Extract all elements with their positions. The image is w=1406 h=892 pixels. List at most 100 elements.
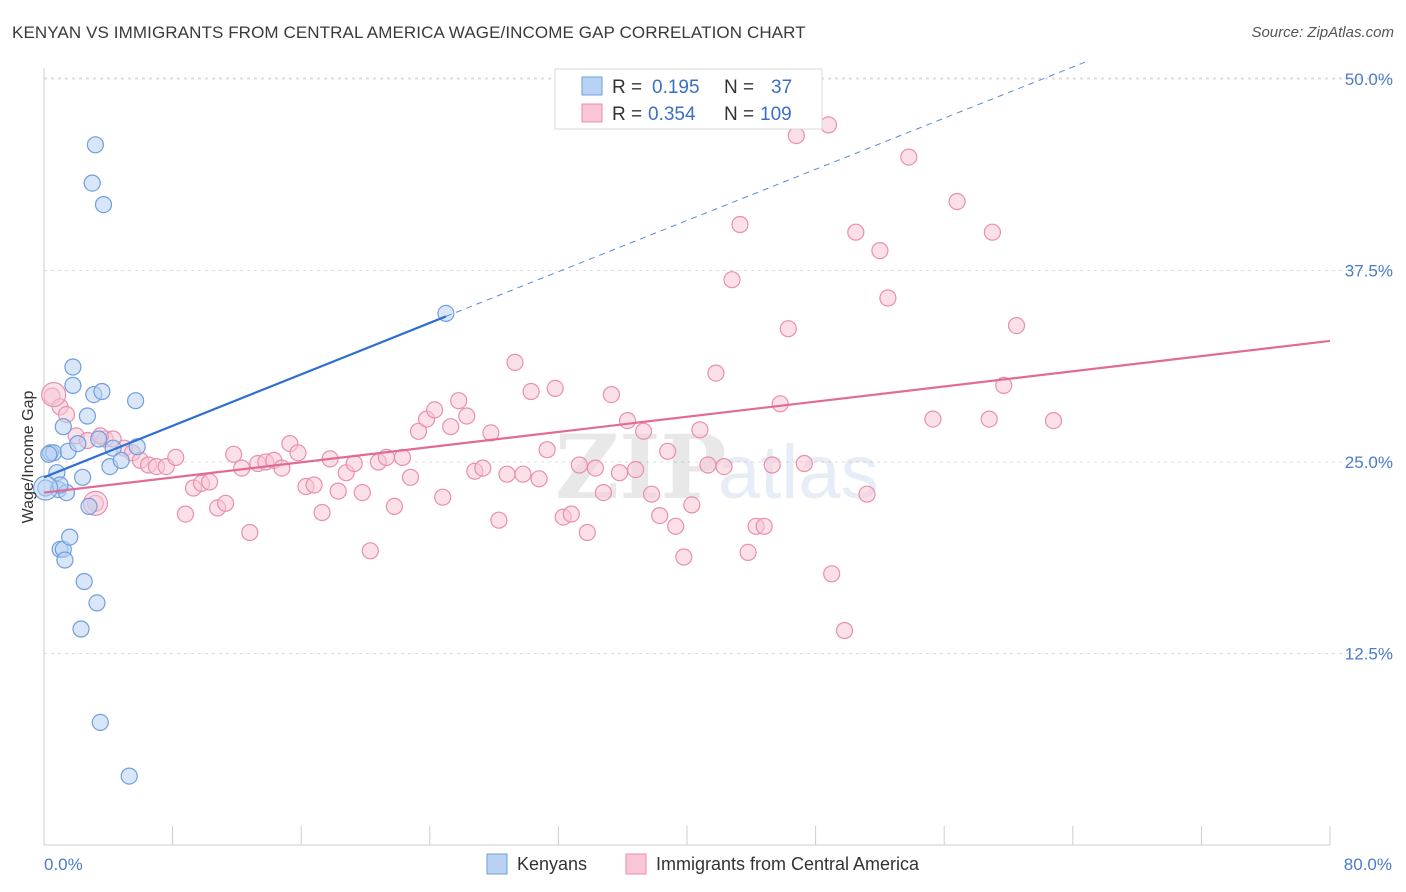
- immigrants-point: [651, 506, 669, 525]
- immigrants-point: [329, 482, 347, 500]
- immigrants-point: [1007, 317, 1026, 335]
- immigrants-point: [562, 505, 580, 523]
- kenyans-point: [90, 430, 108, 448]
- watermark-atlas: atlas: [718, 430, 879, 515]
- legend-r-label-kenyans: R =: [612, 77, 642, 98]
- kenyans-point: [127, 392, 145, 410]
- immigrants-point: [570, 456, 588, 474]
- immigrants-point: [426, 401, 444, 419]
- kenyans-point: [64, 358, 82, 376]
- trend-line-kenyans: [43, 315, 447, 479]
- immigrants-point: [626, 461, 645, 479]
- correlation-legend: R = 0.195 N = 37 R = 0.354 N = 109: [554, 68, 823, 130]
- immigrants-point: [401, 468, 420, 486]
- immigrants-point: [699, 456, 717, 474]
- immigrants-point: [546, 379, 564, 397]
- immigrants-point: [995, 376, 1013, 394]
- trend-line-kenyans-extrapolated: [445, 60, 1090, 317]
- immigrants-point: [578, 523, 596, 542]
- immigrants-point: [490, 511, 508, 529]
- immigrants-point: [879, 289, 897, 307]
- series-immigrants-points: [41, 116, 1063, 640]
- trend-lines: [43, 60, 1331, 494]
- immigrants-point: [667, 517, 685, 535]
- y-tick-label: 37.5%: [1345, 261, 1393, 280]
- immigrants-point: [948, 192, 966, 211]
- immigrants-point: [514, 465, 532, 483]
- kenyans-point: [112, 451, 130, 469]
- immigrants-point: [871, 242, 889, 260]
- immigrants-point: [835, 621, 854, 640]
- kenyans-point: [64, 376, 82, 394]
- kenyans-point: [69, 435, 87, 453]
- kenyans-point: [72, 620, 90, 638]
- immigrants-point: [241, 523, 259, 542]
- immigrants-point: [819, 116, 838, 134]
- immigrants-point: [313, 503, 331, 522]
- series-legend: Kenyans Immigrants from Central America: [486, 853, 920, 875]
- y-tick-label: 50.0%: [1345, 70, 1393, 89]
- legend-r-value-kenyans: 0.195: [652, 77, 700, 98]
- bottom-legend-swatch-kenyans: [486, 853, 508, 875]
- immigrants-point: [763, 456, 781, 474]
- immigrants-point: [731, 215, 749, 234]
- kenyans-point: [78, 407, 97, 425]
- kenyans-point: [86, 136, 105, 154]
- bottom-legend-swatch-immigrants: [625, 853, 647, 875]
- immigrants-point: [675, 548, 693, 566]
- kenyans-point: [54, 418, 72, 436]
- immigrants-point: [225, 445, 243, 463]
- y-axis-label: Wage/Income Gap: [20, 391, 37, 524]
- immigrants-point: [739, 543, 757, 562]
- source-label: Source: ZipAtlas.com: [1251, 24, 1394, 41]
- kenyans-point: [80, 497, 98, 515]
- immigrants-point: [176, 505, 195, 523]
- kenyans-cluster-point: [33, 475, 59, 501]
- kenyans-point: [93, 382, 111, 401]
- immigrants-point: [602, 386, 621, 404]
- immigrants-point: [530, 470, 548, 488]
- immigrants-point: [458, 407, 476, 425]
- trend-line-immigrants: [43, 339, 1331, 494]
- legend-swatch-kenyans: [581, 76, 603, 96]
- immigrants-point: [707, 364, 725, 382]
- immigrants-point: [924, 410, 942, 428]
- legend-r-value-immigrants: 0.354: [648, 104, 696, 125]
- immigrants-point: [594, 484, 613, 502]
- immigrants-point: [787, 127, 805, 145]
- immigrants-point: [361, 542, 379, 560]
- immigrants-point: [498, 465, 516, 483]
- bottom-legend-label-immigrants: Immigrants from Central America: [656, 854, 920, 874]
- kenyans-point: [83, 174, 101, 192]
- immigrants-point: [683, 496, 701, 514]
- immigrants-point: [980, 410, 998, 428]
- kenyans-point: [91, 713, 109, 732]
- immigrants-point: [659, 442, 677, 460]
- legend-n-label-kenyans: N =: [724, 77, 754, 98]
- kenyans-point: [75, 572, 93, 591]
- immigrants-point: [506, 353, 524, 371]
- y-tick-label: 25.0%: [1345, 453, 1393, 472]
- immigrants-point: [538, 441, 556, 459]
- immigrants-point: [586, 459, 605, 477]
- immigrants-point: [305, 476, 323, 494]
- immigrants-point: [409, 422, 428, 440]
- legend-n-value-kenyans: 37: [771, 77, 792, 98]
- y-axis-tick-labels: 12.5% 25.0% 37.5% 50.0%: [1345, 70, 1393, 664]
- x-tick-label-min: 0.0%: [44, 855, 83, 874]
- immigrants-point: [858, 485, 876, 503]
- immigrants-point: [642, 485, 661, 503]
- immigrants-point: [847, 223, 865, 241]
- kenyans-point: [120, 767, 138, 785]
- immigrants-cluster-point: [41, 381, 67, 408]
- legend-swatch-immigrants: [581, 103, 603, 123]
- immigrants-point: [273, 459, 291, 477]
- immigrants-point: [201, 473, 219, 491]
- immigrants-point: [823, 565, 841, 583]
- immigrants-point: [345, 454, 363, 473]
- immigrants-point: [1044, 412, 1063, 430]
- kenyans-point: [73, 468, 92, 486]
- immigrants-point: [385, 497, 403, 515]
- immigrants-point: [474, 459, 492, 477]
